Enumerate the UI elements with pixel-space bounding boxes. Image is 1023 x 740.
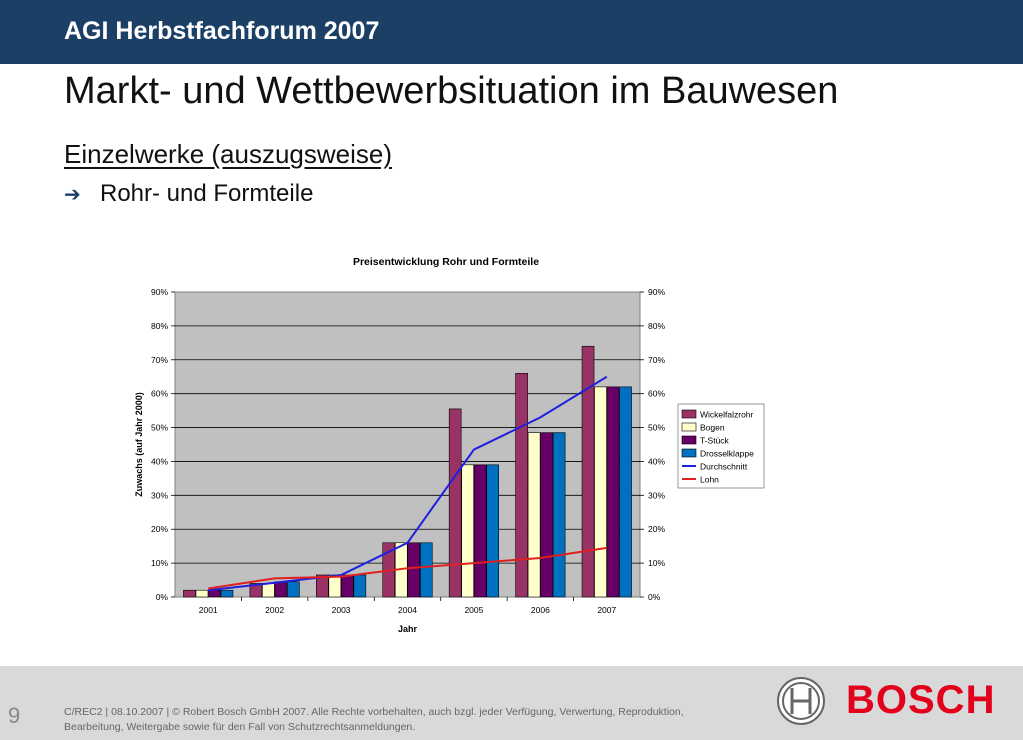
- header-bar: AGI Herbstfachforum 2007: [0, 0, 1023, 64]
- bosch-armature-icon: [777, 677, 825, 725]
- header-title: AGI Herbstfachforum 2007: [64, 17, 380, 45]
- y2-tick-label: 10%: [648, 558, 665, 568]
- bar-wickelfalzrohr-2006: [515, 373, 528, 598]
- legend-label-wickelfalzrohr: Wickelfalzrohr: [700, 410, 754, 420]
- bar-drosselklappe-2007: [619, 386, 632, 598]
- bar-t-st-ck-2005: [473, 464, 487, 598]
- footer-bar: [0, 666, 1023, 740]
- y-tick-label: 20%: [151, 524, 168, 534]
- plot-area: 0% 10% 20% 30% 40% 50% 60% 70% 80% 90% 0% 10% 20% 30%…: [151, 287, 665, 615]
- legend-label-durchschnitt: Durchschnitt: [700, 462, 748, 472]
- bullet-text: Rohr- und Formteile: [100, 180, 314, 207]
- footer-line-1: C/REC2 | 08.10.2007 | © Robert Bosch Gmb…: [64, 706, 684, 718]
- bar-bogen-2002: [262, 583, 275, 598]
- footer-copyright: C/REC2 | 08.10.2007 | © Robert Bosch Gmb…: [64, 705, 724, 735]
- y2-tick-label: 30%: [648, 490, 665, 500]
- bar-bogen-2003: [328, 574, 342, 598]
- x-tick-label: 2004: [398, 605, 417, 615]
- y2-tick-label: 40%: [648, 456, 665, 466]
- legend-label-lohn: Lohn: [700, 475, 719, 485]
- y2-tick-label: 20%: [648, 524, 665, 534]
- bar-t-st-ck-2007: [606, 386, 620, 598]
- y2-tick-label: 90%: [648, 287, 665, 297]
- page-number: 9: [8, 703, 21, 728]
- chart-title: Preisentwicklung Rohr und Formteile: [353, 256, 539, 268]
- x-tick-label: 2003: [332, 605, 351, 615]
- x-axis-label: Jahr: [398, 624, 418, 634]
- x-tick-label: 2007: [597, 605, 616, 615]
- y-tick-label: 10%: [151, 558, 168, 568]
- bar-wickelfalzrohr-2007: [581, 345, 595, 598]
- bar-t-st-ck-2002: [274, 581, 288, 598]
- x-tick-label: 2006: [531, 605, 550, 615]
- bar-drosselklappe-2006: [552, 432, 566, 598]
- y-tick-label: 50%: [151, 423, 168, 433]
- line-durchschnitt: [208, 375, 608, 592]
- y-tick-label: 40%: [151, 456, 168, 466]
- bar-wickelfalzrohr-2001: [183, 589, 196, 598]
- y2-tick-label: 0%: [648, 592, 661, 602]
- bar-wickelfalzrohr-2002: [249, 583, 263, 598]
- legend-swatch-wickelfalzrohr: [681, 409, 697, 419]
- bar-drosselklappe-2004: [419, 542, 433, 598]
- bar-bogen-2007: [594, 386, 607, 598]
- bar-drosselklappe-2005: [486, 464, 499, 598]
- bosch-wordmark: BOSCH: [846, 678, 996, 722]
- chart-legend: Wickelfalzrohr Bogen T-Stück Drosselklappe D…: [677, 403, 765, 489]
- bar-wickelfalzrohr-2003: [316, 574, 329, 598]
- y-tick-label: 30%: [151, 490, 168, 500]
- x-tick-label: 2005: [464, 605, 483, 615]
- section-subtitle: Einzelwerke (auszugsweise): [64, 139, 393, 169]
- legend-swatch-bogen: [681, 422, 697, 432]
- legend-swatch-drosselklappe: [681, 448, 697, 458]
- chart-container: Preisentwicklung Rohr und Formteile 0% 10…: [130, 245, 790, 645]
- y2-tick-label: 50%: [648, 423, 665, 433]
- footer-line-2: Bearbeitung, Weitergabe sowie für den Fa…: [64, 721, 416, 733]
- bar-t-st-ck-2004: [407, 542, 421, 598]
- y-tick-label: 0%: [156, 592, 169, 602]
- bar-bogen-2001: [195, 589, 209, 598]
- arrow-right-icon: ➔: [64, 184, 81, 206]
- y-axis-label: Zuwachs (auf Jahr 2000): [134, 392, 144, 497]
- legend-label-drosselklappe: Drosselklappe: [700, 449, 754, 459]
- bar-t-st-ck-2003: [341, 574, 354, 598]
- x-tick-label: 2001: [199, 605, 218, 615]
- y-tick-label: 80%: [151, 321, 168, 331]
- legend-swatch-t-st-ck: [681, 435, 697, 445]
- line-lohn: [208, 546, 607, 590]
- y-tick-label: 90%: [151, 287, 168, 297]
- bar-bogen-2006: [527, 432, 541, 598]
- bar-wickelfalzrohr-2005: [448, 408, 462, 598]
- legend-label-bogen: Bogen: [700, 423, 725, 433]
- bar-t-st-ck-2006: [540, 432, 553, 598]
- bar-drosselklappe-2003: [353, 574, 367, 598]
- bar-t-st-ck-2001: [208, 589, 221, 598]
- bar-drosselklappe-2001: [220, 589, 234, 598]
- page-title: Markt- und Wettbewerbsituation im Bauwes…: [64, 70, 839, 112]
- y-tick-label: 70%: [151, 355, 168, 365]
- y2-tick-label: 80%: [648, 321, 665, 331]
- y2-tick-label: 60%: [648, 389, 665, 399]
- price-chart: Preisentwicklung Rohr und Formteile 0% 10…: [134, 256, 765, 634]
- bullet-item: ➔ Rohr- und Formteile: [64, 180, 313, 208]
- bar-bogen-2005: [461, 464, 474, 598]
- bar-drosselklappe-2002: [287, 581, 300, 598]
- y-tick-label: 60%: [151, 389, 168, 399]
- y2-tick-label: 70%: [648, 355, 665, 365]
- legend-label-t-st-ck: T-Stück: [700, 436, 730, 446]
- x-tick-label: 2002: [265, 605, 284, 615]
